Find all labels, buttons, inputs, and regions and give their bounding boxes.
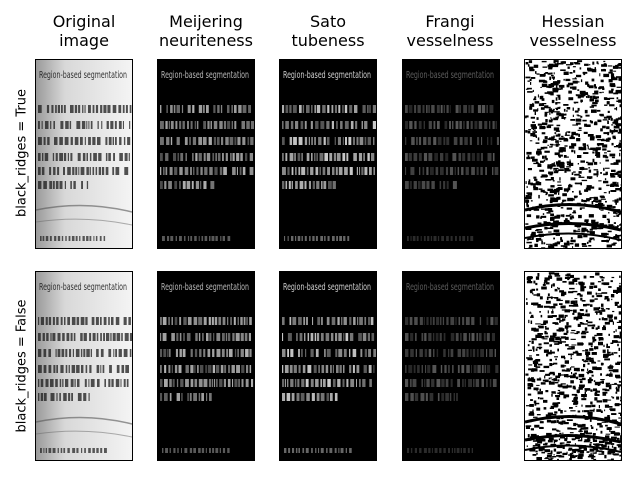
- panel-heading-text: Region-based segmentation: [161, 70, 249, 81]
- panel-meijering-black-ridges-true: Region-based segmentation: [157, 59, 255, 249]
- panel-heading-text: Region-based segmentation: [161, 282, 249, 293]
- panel-heading-text: Region-based segmentation: [39, 282, 127, 293]
- panel-hessian-black-ridges-false: [524, 271, 622, 461]
- filter-output-image: [525, 272, 621, 460]
- panel-heading-text: Region-based segmentation: [406, 282, 494, 293]
- column-title-sato: Sato tubeness: [291, 12, 365, 50]
- panel-frangi-black-ridges-true: Region-based segmentation: [402, 59, 500, 249]
- filter-output-image: Region-based segmentation: [158, 60, 254, 248]
- row-label-black-ridges-true: black_ridges = True: [14, 88, 30, 218]
- panel-heading-text: Region-based segmentation: [283, 282, 371, 293]
- filter-output-image: Region-based segmentation: [280, 272, 376, 460]
- panel-heading-text: Region-based segmentation: [283, 70, 371, 81]
- panel-sato-black-ridges-true: Region-based segmentation: [279, 59, 377, 249]
- filter-output-image: Region-based segmentation: [280, 60, 376, 248]
- column-title-frangi: Frangi vesselness: [406, 12, 494, 50]
- column-title-original: Original image: [52, 12, 116, 50]
- filter-output-image: [525, 60, 621, 248]
- column-title-meijering: Meijering neuriteness: [159, 12, 253, 50]
- panel-frangi-black-ridges-false: Region-based segmentation: [402, 271, 500, 461]
- panel-sato-black-ridges-false: Region-based segmentation: [279, 271, 377, 461]
- column-title-hessian: Hessian vesselness: [529, 12, 617, 50]
- panel-original-black-ridges-false: Region-based segmentation: [35, 271, 133, 461]
- filter-output-image: Region-based segmentation: [36, 272, 132, 460]
- filter-output-image: Region-based segmentation: [403, 272, 499, 460]
- row-label-black-ridges-false: black_ridges = False: [14, 299, 30, 433]
- panel-hessian-black-ridges-true: [524, 59, 622, 249]
- panel-heading-text: Region-based segmentation: [406, 70, 494, 81]
- panel-original-black-ridges-true: Region-based segmentation: [35, 59, 133, 249]
- filter-output-image: Region-based segmentation: [36, 60, 132, 248]
- filter-output-image: Region-based segmentation: [403, 60, 499, 248]
- filter-output-image: Region-based segmentation: [158, 272, 254, 460]
- panel-meijering-black-ridges-false: Region-based segmentation: [157, 271, 255, 461]
- panel-heading-text: Region-based segmentation: [39, 70, 127, 81]
